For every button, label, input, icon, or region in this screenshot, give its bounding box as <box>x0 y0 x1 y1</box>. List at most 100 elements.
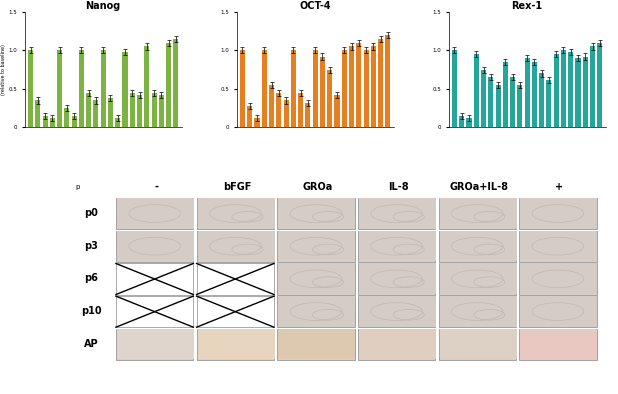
Bar <box>496 85 501 127</box>
Bar <box>378 39 383 127</box>
Bar <box>101 50 106 127</box>
Bar <box>198 230 275 262</box>
Bar <box>197 329 274 360</box>
Bar <box>356 43 362 127</box>
Bar <box>575 58 580 127</box>
Bar <box>117 230 194 262</box>
Bar <box>137 95 142 127</box>
Text: p0: p0 <box>85 208 98 218</box>
Bar <box>255 118 260 127</box>
Bar <box>198 329 275 359</box>
Bar <box>439 263 517 294</box>
Bar <box>276 93 281 127</box>
Bar <box>278 198 355 229</box>
Bar <box>278 329 355 359</box>
Bar <box>72 116 77 127</box>
Bar <box>439 329 516 360</box>
Bar <box>359 263 436 294</box>
Bar <box>122 52 127 127</box>
Bar <box>358 231 435 262</box>
Bar <box>334 95 339 127</box>
Bar <box>359 329 436 359</box>
Bar <box>554 54 559 127</box>
Bar <box>439 296 517 327</box>
Bar <box>517 85 522 127</box>
Bar <box>358 198 435 229</box>
Text: p10: p10 <box>81 306 101 316</box>
Bar <box>359 296 436 327</box>
Bar <box>305 103 310 127</box>
Text: AP: AP <box>84 338 99 349</box>
Bar <box>64 108 69 127</box>
Bar <box>519 329 596 360</box>
Bar <box>116 296 193 327</box>
Text: p: p <box>75 184 80 190</box>
Bar <box>197 296 274 327</box>
Bar <box>93 100 98 127</box>
Bar <box>35 100 40 127</box>
Bar <box>546 80 551 127</box>
Bar <box>363 50 368 127</box>
Bar <box>277 198 355 229</box>
Bar <box>269 85 274 127</box>
Bar <box>359 198 436 229</box>
Bar <box>277 231 355 262</box>
Bar <box>520 296 598 327</box>
Text: p3: p3 <box>85 240 98 251</box>
Bar <box>57 50 62 127</box>
Bar <box>108 98 113 127</box>
Text: p6: p6 <box>85 273 98 283</box>
Bar <box>117 329 194 359</box>
Title: Nanog: Nanog <box>86 1 121 11</box>
Bar <box>115 118 121 127</box>
Title: OCT-4: OCT-4 <box>299 1 331 11</box>
Bar <box>519 198 596 229</box>
Bar <box>262 50 267 127</box>
Bar <box>278 230 355 262</box>
Bar <box>327 70 332 127</box>
Bar <box>28 50 33 127</box>
Bar <box>532 62 537 127</box>
Bar <box>198 198 275 229</box>
Bar <box>50 118 55 127</box>
Bar <box>86 93 91 127</box>
Bar <box>144 46 150 127</box>
Text: GROa: GROa <box>302 182 332 192</box>
Bar <box>359 230 436 262</box>
Bar <box>247 106 252 127</box>
Bar <box>284 100 289 127</box>
Bar <box>151 93 156 127</box>
Bar <box>117 198 194 229</box>
Bar <box>583 56 588 127</box>
Bar <box>452 50 457 127</box>
Bar <box>510 77 515 127</box>
Bar <box>116 264 193 295</box>
Bar <box>520 263 598 294</box>
Bar <box>467 118 472 127</box>
Bar <box>481 70 486 127</box>
Bar <box>277 329 355 360</box>
Text: bFGF: bFGF <box>222 182 251 192</box>
Bar <box>240 50 245 127</box>
Bar <box>568 52 574 127</box>
Bar <box>197 198 274 229</box>
Bar <box>597 43 603 127</box>
Bar <box>439 329 517 359</box>
Bar <box>116 198 193 229</box>
Bar <box>174 39 179 127</box>
Bar <box>590 46 595 127</box>
Bar <box>439 198 517 229</box>
Bar <box>320 56 325 127</box>
Text: +: + <box>556 182 564 192</box>
Bar <box>159 95 164 127</box>
Bar <box>342 50 347 127</box>
Bar <box>358 329 435 360</box>
Bar <box>277 296 355 327</box>
Bar <box>116 231 193 262</box>
Bar <box>349 46 354 127</box>
Bar <box>197 231 274 262</box>
Bar <box>130 93 135 127</box>
Bar <box>43 116 48 127</box>
Bar <box>520 230 598 262</box>
Bar <box>278 296 355 327</box>
